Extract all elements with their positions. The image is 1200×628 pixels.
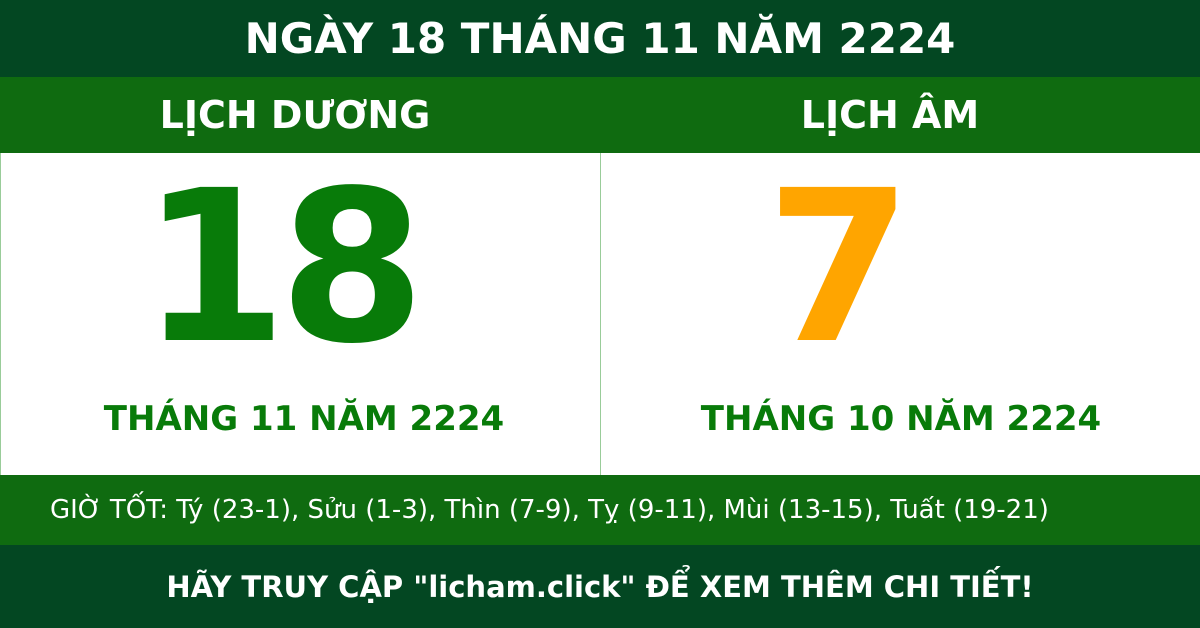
lunar-heading: LỊCH ÂM [800,93,980,137]
good-hours: GIỜ TỐT: Tý (23-1), Sửu (1-3), Thìn (7-9… [0,475,1200,545]
solar-panel: 18 THÁNG 11 NĂM 2224 [0,153,600,475]
lunar-day: 7 [766,145,913,390]
lunar-panel: 7 THÁNG 10 NĂM 2224 [600,153,1200,475]
footer-cta: HÃY TRUY CẬP "licham.click" ĐỂ XEM THÊM … [0,545,1200,628]
solar-heading: LỊCH DƯƠNG [159,93,431,137]
solar-day: 18 [141,145,425,390]
solar-month-year: THÁNG 11 NĂM 2224 [103,399,505,439]
calendar-headers: LỊCH DƯƠNG LỊCH ÂM [0,77,1200,153]
page-title: NGÀY 18 THÁNG 11 NĂM 2224 [0,0,1200,77]
lunar-month-year: THÁNG 10 NĂM 2224 [700,399,1102,439]
